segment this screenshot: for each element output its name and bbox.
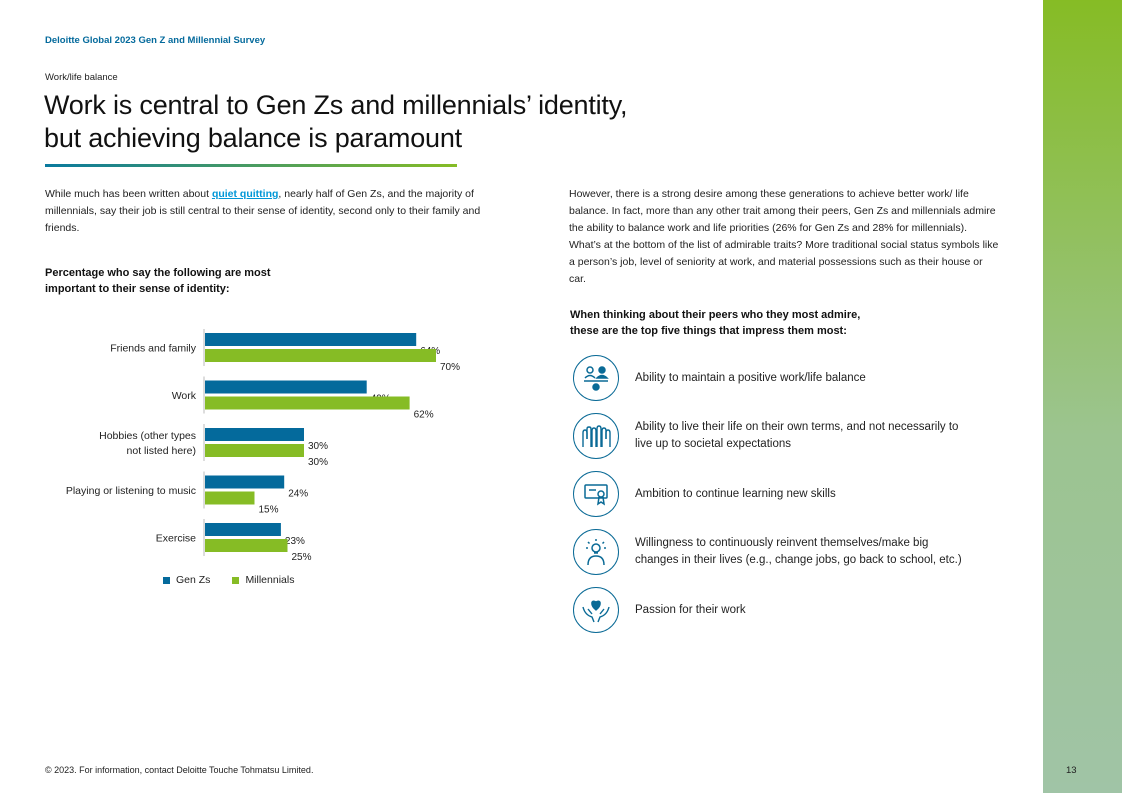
report-title: Deloitte Global 2023 Gen Z and Millennia… xyxy=(45,35,266,46)
chart-heading-line-2: important to their sense of identity: xyxy=(45,283,230,295)
intro-text-end: , nearly half of Gen Zs, and the majorit… xyxy=(45,188,481,234)
category-label-line: Playing or listening to music xyxy=(66,485,196,497)
people-balance-icon xyxy=(573,355,619,401)
bar-millennials xyxy=(205,444,304,457)
bar-millennials xyxy=(205,491,255,505)
bar-gen-z xyxy=(205,523,281,536)
bar-millennials xyxy=(205,349,436,362)
quiet-quitting-link[interactable]: quiet quitting xyxy=(211,188,279,200)
data-label: 15% xyxy=(258,505,278,516)
bar-millennials xyxy=(205,539,288,552)
trait-item-work-life-balance: Ability to maintain a positive work/life… xyxy=(573,355,975,401)
title-divider xyxy=(45,164,457,167)
trait-text: Passion for their work xyxy=(635,603,746,616)
intro-text-start: While much has been written about xyxy=(45,188,212,200)
balance-paragraph: However, there is a strong desire among … xyxy=(569,188,999,285)
heart-hands-icon xyxy=(573,587,619,633)
data-label: 25% xyxy=(291,552,311,563)
category-label-line: Exercise xyxy=(156,533,196,545)
page-number: 13 xyxy=(1066,765,1077,776)
intro-paragraph: While much has been written about quiet … xyxy=(45,186,510,237)
legend-swatch-gen-z xyxy=(163,576,170,584)
category-label-line: Work xyxy=(172,390,197,402)
section-label: Work/life balance xyxy=(45,72,118,83)
trait-item-passion: Passion for their work xyxy=(573,587,975,633)
trait-text: Ability to maintain a positive work/life… xyxy=(635,371,866,384)
category-label: Playing or listening to music xyxy=(66,485,196,497)
legend-item-gen-z: Gen Zs xyxy=(163,574,210,586)
category-label: Friends and family xyxy=(110,343,197,355)
category-label-line: not listed here) xyxy=(127,445,196,457)
traits-heading-line-1: When thinking about their peers who they… xyxy=(570,309,861,321)
data-label: 62% xyxy=(414,410,434,421)
chart-heading: Percentage who say the following are mos… xyxy=(45,265,305,297)
trait-text: Ability to live their life on their own … xyxy=(635,421,959,450)
trait-item-learning: Ambition to continue learning new skills xyxy=(573,471,975,517)
legend-item-millennials: Millennials xyxy=(232,574,294,586)
category-label: Work xyxy=(172,390,197,402)
traits-heading: When thinking about their peers who they… xyxy=(570,307,910,339)
copyright-footer: © 2023. For information, contact Deloitt… xyxy=(45,765,314,775)
chart-legend: Gen Zs Millennials xyxy=(163,574,294,586)
bar-millennials xyxy=(205,396,410,410)
legend-label-gen-z: Gen Zs xyxy=(176,574,211,586)
data-label: 30% xyxy=(308,441,328,452)
chart-heading-line-1: Percentage who say the following are mos… xyxy=(45,267,271,279)
certificate-icon xyxy=(573,471,619,517)
data-label: 30% xyxy=(308,457,328,468)
raised-hands-icon xyxy=(573,413,619,459)
category-label-line: Hobbies (other types xyxy=(99,430,196,442)
bar-gen-z xyxy=(205,428,304,441)
data-label: 23% xyxy=(285,536,305,547)
category-label: Exercise xyxy=(156,533,196,545)
trait-text: Willingness to continuously reinvent the… xyxy=(635,537,962,566)
traits-heading-line-2: these are the top five things that impre… xyxy=(570,325,847,337)
data-label: 70% xyxy=(440,362,460,373)
legend-label-millennials: Millennials xyxy=(245,574,295,586)
page-title-line-2: but achieving balance is paramount xyxy=(44,123,462,153)
decorative-sidebar xyxy=(1043,0,1122,793)
data-label: 24% xyxy=(288,489,308,500)
legend-swatch-millennials xyxy=(232,576,240,584)
category-label: Hobbies (other types not listed here) xyxy=(99,430,196,457)
identity-bar-chart: Friends and family64%70%Work49%62%Hobbie… xyxy=(66,329,460,563)
bar-gen-z xyxy=(205,333,417,346)
trait-text: Ambition to continue learning new skills xyxy=(635,487,836,500)
page-title: Work is central to Gen Zs and millennial… xyxy=(44,89,664,155)
bar-gen-z xyxy=(205,380,367,394)
trait-item-own-terms: Ability to live their life on their own … xyxy=(573,413,975,459)
category-label-line: Friends and family xyxy=(110,343,197,355)
trait-item-reinvent: Willingness to continuously reinvent the… xyxy=(573,529,975,575)
person-idea-icon xyxy=(573,529,619,575)
bar-gen-z xyxy=(205,475,285,489)
page-title-line-1: Work is central to Gen Zs and millennial… xyxy=(44,90,628,120)
